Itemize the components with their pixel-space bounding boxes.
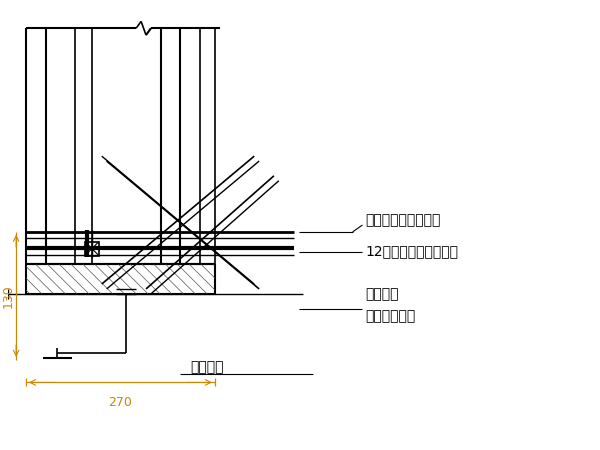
Text: （周转使用）: （周转使用） <box>365 310 416 324</box>
Bar <box>85 242 99 256</box>
Text: 130: 130 <box>1 284 14 308</box>
Text: 连接螺母: 连接螺母 <box>365 287 399 301</box>
Text: 外连杆（周转使用）: 外连杆（周转使用） <box>365 213 441 227</box>
Text: 地脚螺栋: 地脚螺栋 <box>190 360 224 375</box>
Text: 270: 270 <box>109 396 133 409</box>
Text: 12号槽钉（周转使用）: 12号槽钉（周转使用） <box>365 244 458 259</box>
